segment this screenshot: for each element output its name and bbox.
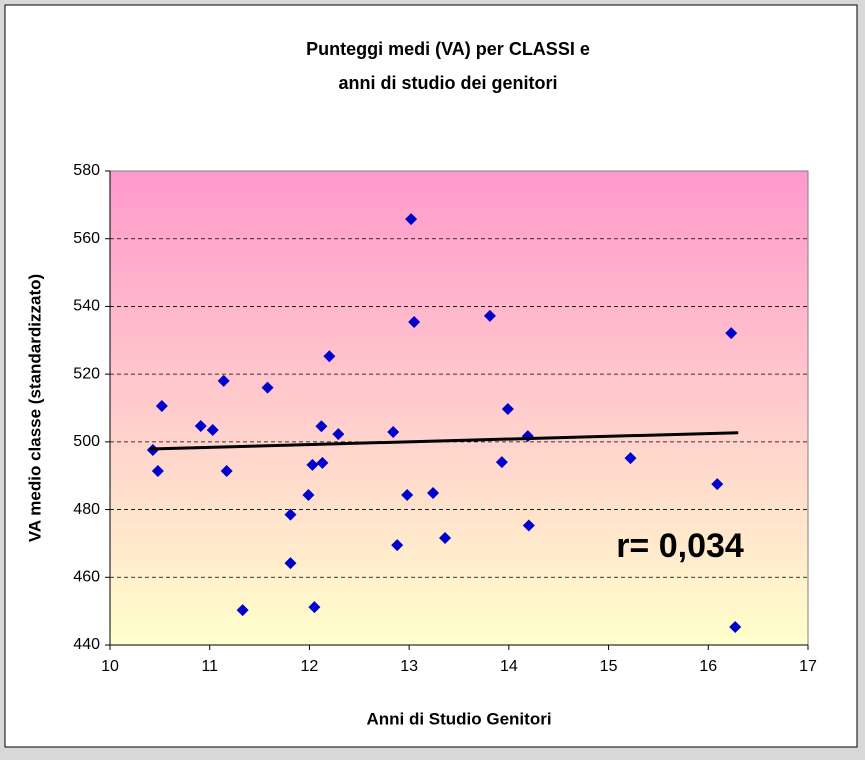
- point: [729, 621, 742, 634]
- x-tick-label: 16: [699, 658, 717, 675]
- y-tick-label: 460: [73, 569, 100, 586]
- y-tick-label: 560: [73, 230, 100, 247]
- x-tick-label: 10: [101, 658, 119, 675]
- point: [155, 399, 168, 412]
- plot-area: [109, 170, 809, 646]
- point: [522, 519, 535, 532]
- y-tick-label: 480: [73, 501, 100, 518]
- point: [408, 316, 421, 329]
- point: [206, 424, 219, 437]
- trend-line: [149, 431, 739, 451]
- point: [323, 350, 336, 363]
- point: [308, 601, 321, 614]
- point: [261, 381, 274, 394]
- point: [495, 456, 508, 469]
- point: [501, 403, 514, 416]
- y-tick-label: 520: [73, 365, 100, 382]
- x-tick-label: 11: [201, 658, 218, 675]
- chart-title: Punteggi medi (VA) per CLASSI e: [306, 39, 590, 59]
- point: [194, 419, 207, 432]
- point: [624, 452, 637, 465]
- x-tick-label: 14: [500, 658, 518, 675]
- point: [306, 458, 319, 471]
- y-axis-label: VA medio classe (standardizzato): [25, 274, 44, 542]
- y-tick-label: 500: [73, 433, 100, 450]
- annotation: r= 0,034: [616, 527, 744, 565]
- point: [236, 604, 249, 617]
- point: [405, 213, 418, 226]
- chart-title: anni di studio dei genitori: [339, 73, 558, 93]
- point: [483, 309, 496, 322]
- point: [151, 464, 164, 477]
- point: [711, 478, 724, 491]
- x-axis-label: Anni di Studio Genitori: [366, 709, 551, 728]
- y-tick-label: 440: [73, 636, 100, 653]
- point: [427, 486, 440, 499]
- point: [302, 489, 315, 502]
- point: [284, 557, 297, 570]
- x-tick-label: 12: [301, 658, 319, 675]
- y-tick-label: 540: [73, 298, 100, 315]
- point: [332, 428, 345, 441]
- point: [391, 539, 404, 552]
- x-tick-label: 13: [400, 658, 418, 675]
- point: [387, 426, 400, 439]
- point: [220, 464, 233, 477]
- point: [316, 456, 329, 469]
- point: [217, 374, 230, 387]
- point: [439, 532, 452, 545]
- x-tick-label: 15: [600, 658, 618, 675]
- point: [401, 489, 414, 502]
- point: [725, 327, 738, 340]
- x-tick-label: 17: [799, 658, 817, 675]
- point: [284, 508, 297, 521]
- y-tick-label: 580: [73, 162, 100, 179]
- point: [315, 420, 328, 433]
